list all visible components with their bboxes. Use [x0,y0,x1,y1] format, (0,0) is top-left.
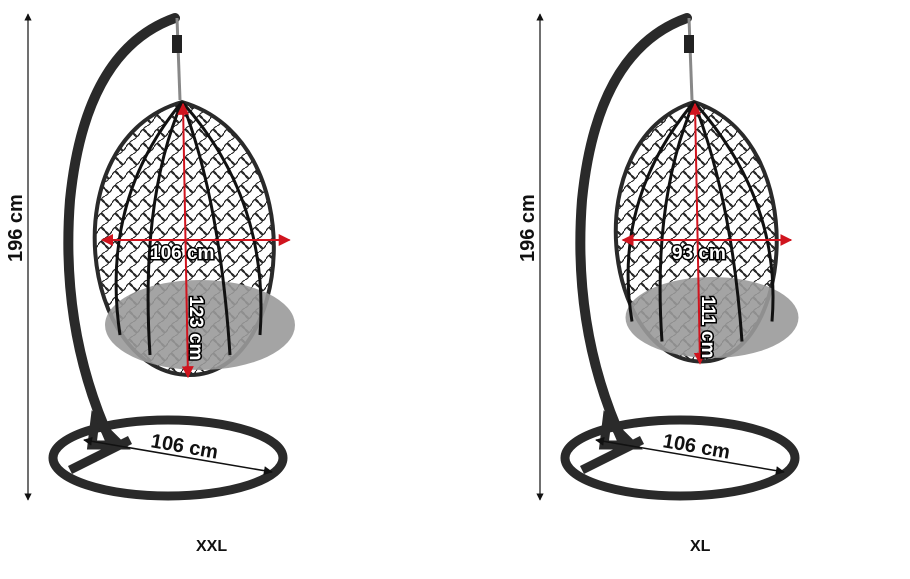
total-height-label-xxl: 196 cm [5,194,27,262]
base-diameter-label-xl: 106 cm [661,430,732,463]
size-label-xl: XL [690,538,711,555]
egg-width-label-xl: 93 cm [672,243,726,264]
base-diameter-arrow [83,436,273,476]
cushion [105,280,295,370]
stand-pole [63,13,180,445]
egg-ribs [114,100,263,356]
size-label-xxl: XXL [196,538,227,555]
egg-height-arrow [689,102,706,365]
egg-height-label-xxl: 123 cm [185,296,206,360]
chair-xxl [24,13,295,501]
egg-height-label-xl: 111 cm [697,296,718,358]
base-diameter-arrow [595,436,785,476]
chair-xl [536,13,800,501]
egg-width-label-xxl: 106 cm [150,243,214,264]
stand-pole [575,13,692,445]
egg-ribs [626,100,775,342]
chain [172,17,182,101]
base-ring [48,415,288,501]
base-diameter-label-xxl: 106 cm [149,430,220,463]
total-height-label-xl: 196 cm [517,194,539,262]
cushion [625,277,799,358]
egg-height-arrow [177,102,194,379]
base-ring [560,415,800,501]
chain [684,17,694,101]
